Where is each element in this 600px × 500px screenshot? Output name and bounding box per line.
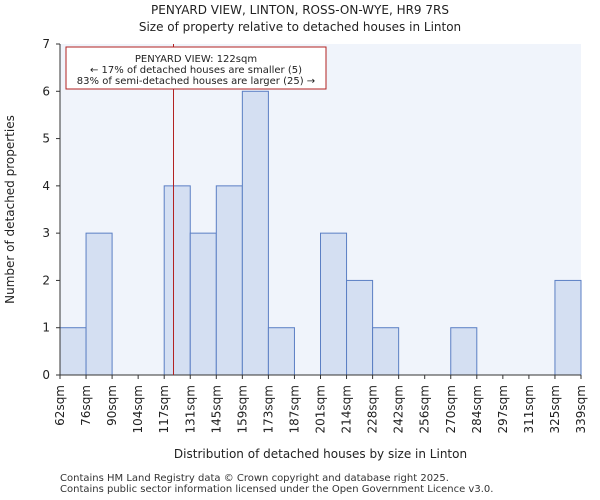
histogram-bar bbox=[346, 279, 374, 376]
y-tick-label: 5 bbox=[42, 132, 50, 146]
y-tick-label: 2 bbox=[42, 273, 50, 287]
histogram-bar bbox=[85, 232, 113, 376]
histogram-bar bbox=[450, 327, 478, 376]
y-tick-label: 3 bbox=[42, 226, 50, 240]
x-tick-label: 228sqm bbox=[366, 385, 380, 433]
chart-subtitle: Size of property relative to detached ho… bbox=[138, 20, 462, 34]
x-tick-label: 173sqm bbox=[261, 385, 275, 433]
x-tick-label: 62sqm bbox=[53, 385, 67, 426]
histogram-bar bbox=[554, 279, 582, 376]
x-tick-label: 104sqm bbox=[131, 385, 145, 433]
x-tick-label: 76sqm bbox=[79, 385, 93, 426]
footer-line-2: Contains public sector information licen… bbox=[60, 484, 494, 495]
annotation-frame bbox=[65, 46, 327, 90]
y-tick-label: 1 bbox=[42, 321, 50, 335]
bars-group bbox=[59, 90, 582, 376]
annotation-box: PENYARD VIEW: 122sqm ← 17% of detached h… bbox=[65, 46, 327, 90]
y-axis: 0 1 2 3 4 5 6 7 bbox=[42, 37, 60, 382]
x-tick-label: 214sqm bbox=[340, 385, 354, 433]
x-tick-label: 311sqm bbox=[522, 385, 536, 433]
x-tick-label: 270sqm bbox=[444, 385, 458, 433]
histogram-bar bbox=[320, 232, 348, 376]
histogram-bar bbox=[372, 327, 400, 376]
histogram-bar bbox=[189, 232, 217, 376]
x-tick-label: 201sqm bbox=[314, 385, 328, 433]
histogram-bar bbox=[59, 327, 87, 376]
x-tick-label: 242sqm bbox=[392, 385, 406, 433]
x-tick-label: 297sqm bbox=[496, 385, 510, 433]
x-tick-label: 284sqm bbox=[470, 385, 484, 433]
annotation-line-1: PENYARD VIEW: 122sqm bbox=[135, 54, 257, 65]
x-tick-label: 325sqm bbox=[548, 385, 562, 433]
histogram-bar bbox=[163, 185, 191, 376]
chart-title: PENYARD VIEW, LINTON, ROSS-ON-WYE, HR9 7… bbox=[151, 3, 449, 17]
annotation-line-2: ← 17% of detached houses are smaller (5) bbox=[90, 65, 302, 76]
y-axis-label: Number of detached properties bbox=[3, 115, 17, 304]
histogram-bar bbox=[241, 90, 269, 376]
x-tick-label: 131sqm bbox=[183, 385, 197, 433]
x-tick-label: 159sqm bbox=[235, 385, 249, 433]
x-axis-label: Distribution of detached houses by size … bbox=[174, 447, 467, 461]
x-tick-label: 339sqm bbox=[574, 385, 588, 433]
histogram-bar bbox=[267, 327, 295, 376]
y-tick-label: 7 bbox=[42, 37, 50, 51]
x-tick-label: 187sqm bbox=[287, 385, 301, 433]
x-tick-label: 145sqm bbox=[209, 385, 223, 433]
histogram-bar bbox=[215, 185, 243, 376]
annotation-line-3: 83% of semi-detached houses are larger (… bbox=[77, 76, 315, 87]
x-axis: 62sqm 76sqm 90sqm 104sqm 117sqm 131sqm 145sqm 1… bbox=[53, 375, 588, 433]
x-tick-label: 256sqm bbox=[418, 385, 432, 433]
x-tick-label: 117sqm bbox=[157, 385, 171, 433]
y-tick-label: 4 bbox=[42, 179, 50, 193]
y-tick-label: 0 bbox=[42, 368, 50, 382]
y-tick-label: 6 bbox=[42, 84, 50, 98]
footer-line-1: Contains HM Land Registry data © Crown c… bbox=[60, 473, 449, 484]
x-tick-label: 90sqm bbox=[105, 385, 119, 426]
